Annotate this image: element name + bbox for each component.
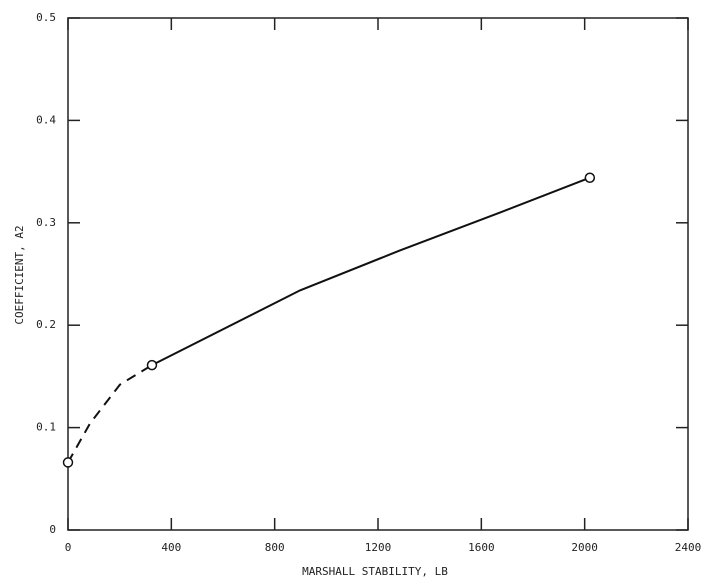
y-tick-label: 0.4 <box>36 113 56 126</box>
x-tick-label: 2400 <box>675 541 702 554</box>
x-tick-label: 2000 <box>571 541 598 554</box>
data-point <box>146 359 158 371</box>
x-tick-label: 400 <box>161 541 181 554</box>
plot-frame <box>67 17 689 531</box>
y-tick-label: 0.2 <box>36 318 56 331</box>
x-tick-label: 1200 <box>365 541 392 554</box>
data-point <box>584 172 596 183</box>
x-tick-label: 800 <box>265 541 285 554</box>
data-point <box>62 457 74 468</box>
y-axis-label: COEFFICIENT, A2 <box>13 225 26 324</box>
y-tick-label: 0.5 <box>36 11 56 24</box>
curve <box>151 176 591 367</box>
y-tick-label: 0 <box>49 523 56 536</box>
x-axis-label: MARSHALL STABILITY, LB <box>302 565 448 578</box>
curve <box>67 364 153 463</box>
x-tick-label: 0 <box>65 541 72 554</box>
x-tick-label: 1600 <box>468 541 495 554</box>
y-tick-label: 0.3 <box>36 216 56 229</box>
y-tick-label: 0.1 <box>36 421 56 434</box>
